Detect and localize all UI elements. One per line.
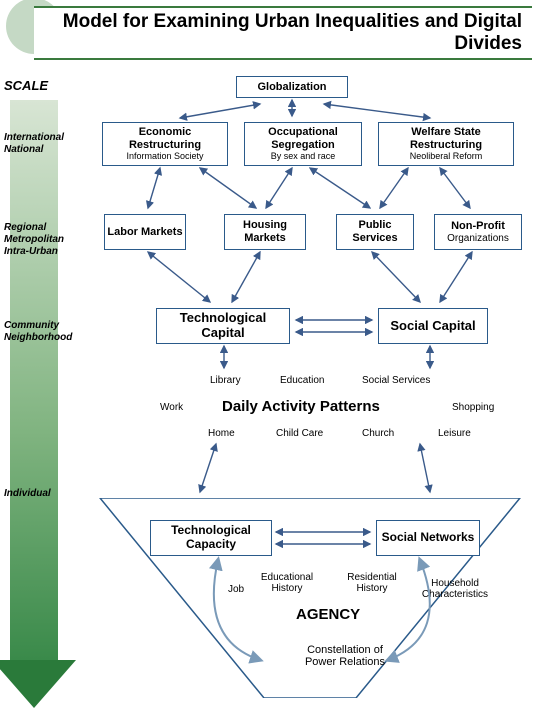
- box-techcapacity: Technological Capacity: [150, 520, 272, 556]
- box-occupational: Occupational Segregation By sex and race: [244, 122, 362, 166]
- box-occupational-sub: By sex and race: [271, 152, 336, 162]
- title-rect: Model for Examining Urban Inequalities a…: [34, 6, 532, 60]
- box-welfare-title: Welfare State Restructuring: [381, 126, 511, 151]
- box-economic-sub: Information Society: [126, 152, 203, 162]
- label-constellation: Constellation of Power Relations: [290, 644, 400, 668]
- box-techcap: Technological Capital: [156, 308, 290, 344]
- label-education: Education: [280, 375, 324, 386]
- side-label-international: International National: [4, 132, 82, 156]
- page-title: Model for Examining Urban Inequalities a…: [34, 11, 522, 55]
- box-economic-title: Economic Restructuring: [105, 126, 225, 151]
- box-public-title: Public Services: [339, 219, 411, 244]
- box-nonprofit-title: Non-Profit: [451, 220, 505, 233]
- side-label-regional: Regional Metropolitan Intra-Urban: [4, 222, 82, 258]
- box-soccap: Social Capital: [378, 308, 488, 344]
- label-church: Church: [362, 428, 394, 439]
- label-reshist: Residential History: [342, 572, 402, 594]
- scale-arrow: [10, 100, 58, 660]
- box-occupational-title: Occupational Segregation: [247, 126, 359, 151]
- side-label-individual: Individual: [4, 488, 82, 500]
- box-welfare-sub: Neoliberal Reform: [410, 152, 483, 162]
- box-welfare: Welfare State Restructuring Neoliberal R…: [378, 122, 514, 166]
- scale-label: SCALE: [4, 78, 48, 93]
- label-childcare: Child Care: [276, 428, 323, 439]
- label-socserv: Social Services: [362, 375, 430, 386]
- box-techcap-title: Technological Capital: [159, 311, 287, 341]
- box-nonprofit-sub: Organizations: [447, 233, 509, 244]
- box-globalization: Globalization: [236, 76, 348, 98]
- box-globalization-text: Globalization: [257, 81, 326, 94]
- label-work: Work: [160, 402, 183, 413]
- label-edhist: Educational History: [256, 572, 318, 594]
- box-socnet-title: Social Networks: [382, 531, 475, 545]
- box-nonprofit: Non-Profit Organizations: [434, 214, 522, 250]
- box-labor: Labor Markets: [104, 214, 186, 250]
- title-bar: Model for Examining Urban Inequalities a…: [0, 4, 532, 66]
- box-soccap-title: Social Capital: [390, 319, 475, 334]
- label-shopping: Shopping: [452, 402, 494, 413]
- side-label-community: Community Neighborhood: [4, 320, 82, 344]
- box-housing-title: Housing Markets: [227, 219, 303, 244]
- box-public: Public Services: [336, 214, 414, 250]
- label-home: Home: [208, 428, 235, 439]
- box-housing: Housing Markets: [224, 214, 306, 250]
- box-economic: Economic Restructuring Information Socie…: [102, 122, 228, 166]
- label-household: Household Characteristics: [416, 578, 494, 600]
- label-job: Job: [228, 584, 244, 595]
- label-agency: AGENCY: [296, 606, 360, 623]
- box-labor-title: Labor Markets: [107, 226, 182, 239]
- box-techcapacity-title: Technological Capacity: [153, 524, 269, 552]
- label-library: Library: [210, 375, 241, 386]
- label-dap: Daily Activity Patterns: [222, 398, 380, 415]
- box-socnet: Social Networks: [376, 520, 480, 556]
- label-leisure: Leisure: [438, 428, 471, 439]
